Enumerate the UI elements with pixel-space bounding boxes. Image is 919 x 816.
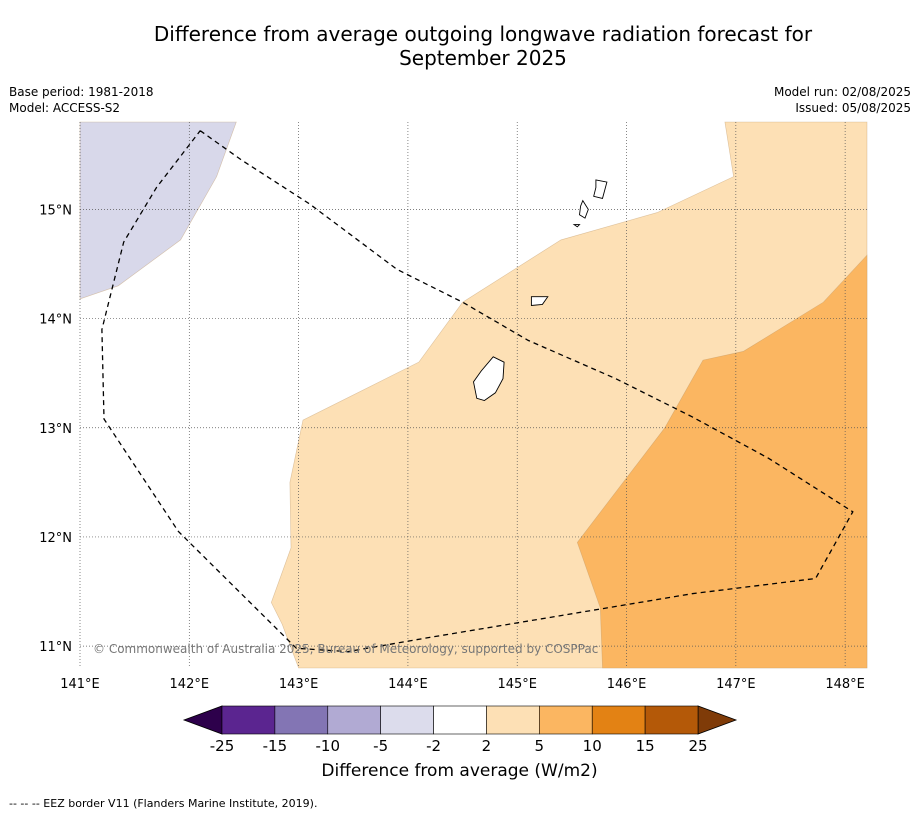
- lat-tick-label: 13°N: [39, 422, 72, 437]
- anomaly-regions: [79, 121, 868, 669]
- colorbar-tick-label: 10: [583, 737, 602, 755]
- lat-tick-label: 15°N: [39, 203, 72, 218]
- anomaly-region-2: [576, 254, 868, 669]
- colorbar-tick-label: -5: [373, 737, 388, 755]
- colorbar-tick-label: 5: [535, 737, 545, 755]
- lon-tick-label: 142°E: [170, 677, 210, 692]
- colorbar-tick-label: 15: [636, 737, 655, 755]
- colorbar-tick-label: -15: [263, 737, 288, 755]
- lat-tick-label: 12°N: [39, 531, 72, 546]
- colorbar-extend-low: [182, 705, 223, 735]
- lat-tick-label: 14°N: [39, 313, 72, 328]
- colorbar-swatch: [380, 705, 434, 735]
- colorbar-swatch: [274, 705, 329, 735]
- island-aguijan: [572, 224, 581, 228]
- map-title: Difference from average outgoing longwav…: [153, 22, 813, 70]
- colorbar-swatch: [644, 705, 699, 735]
- copyright-notice: © Commonwealth of Australia 2025, Bureau…: [93, 642, 598, 656]
- meta-right: Model run: 02/08/2025 Issued: 05/08/2025: [774, 84, 911, 116]
- issued-date: Issued: 05/08/2025: [795, 101, 911, 115]
- lon-tick-label: 146°E: [607, 677, 647, 692]
- meta-left: Base period: 1981-2018 Model: ACCESS-S2: [9, 84, 154, 116]
- colorbar-tick-label: -2: [426, 737, 441, 755]
- colorbar-swatch: [327, 705, 381, 735]
- lon-tick-label: 148°E: [825, 677, 865, 692]
- island-rota: [530, 296, 549, 306]
- lon-tick-label: 144°E: [388, 677, 428, 692]
- colorbar-label: Difference from average (W/m2): [321, 761, 598, 781]
- colorbar: -25 -15 -10 -5 -2 2 5 10 15 25: [182, 705, 738, 755]
- colorbar-swatch: [221, 705, 276, 735]
- model-name: Model: ACCESS-S2: [9, 101, 121, 115]
- island-saipan: [593, 179, 608, 199]
- island-tinian: [579, 199, 589, 219]
- lat-tick-label: 11°N: [39, 640, 72, 655]
- colorbar-swatch: [433, 705, 487, 735]
- graticule: [79, 122, 867, 668]
- lon-tick-label: 143°E: [279, 677, 319, 692]
- islands: [473, 179, 608, 401]
- colorbar-swatch: [539, 705, 593, 735]
- colorbar-tick-label: -10: [316, 737, 341, 755]
- model-run: Model run: 02/08/2025: [773, 85, 911, 99]
- base-period: Base period: 1981-2018: [9, 85, 154, 99]
- eez-border-line: [101, 130, 854, 653]
- colorbar-swatch: [486, 705, 540, 735]
- eez-legend-note: -- -- -- EEZ border V11 (Flanders Marine…: [9, 797, 318, 810]
- colorbar-tick-label: 25: [688, 737, 707, 755]
- colorbar-swatch: [591, 705, 646, 735]
- colorbar-tick-label: -25: [210, 737, 235, 755]
- axis-tick-labels: 141°E 142°E 143°E 144°E 145°E 146°E 147°E 148°E…: [39, 203, 865, 692]
- colorbar-tick-label: 2: [482, 737, 492, 755]
- island-guam: [473, 356, 505, 401]
- anomaly-region-0: [79, 121, 237, 300]
- lon-tick-label: 141°E: [60, 677, 100, 692]
- colorbar-extend-high: [697, 705, 738, 735]
- lon-tick-label: 147°E: [716, 677, 756, 692]
- lon-tick-label: 145°E: [497, 677, 537, 692]
